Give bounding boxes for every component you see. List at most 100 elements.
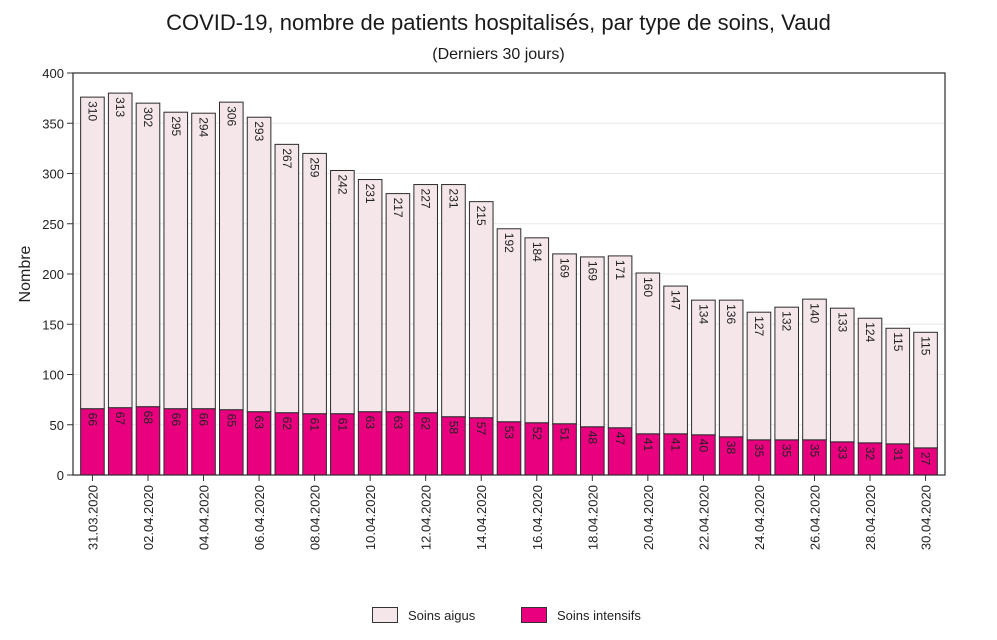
- legend-swatch-soins-intensifs: [521, 607, 547, 623]
- y-tick-label: 50: [50, 418, 64, 433]
- data-label-soins-intensifs: 61: [335, 418, 349, 432]
- legend: Soins aigus Soins intensifs: [0, 607, 997, 631]
- data-label-soins-aigus: 306: [224, 106, 238, 126]
- data-label-soins-intensifs: 41: [641, 438, 655, 452]
- data-label-soins-aigus: 231: [363, 184, 377, 204]
- bar-soins-aigus: [524, 237, 550, 424]
- bar-soins-aigus: [774, 306, 800, 441]
- data-label-soins-aigus: 313: [113, 97, 127, 117]
- bar-soins-aigus: [829, 307, 855, 443]
- data-label-soins-intensifs: 65: [224, 414, 238, 428]
- data-label-soins-intensifs: 63: [363, 416, 377, 430]
- data-label-soins-aigus: 160: [641, 277, 655, 297]
- legend-label-soins-intensifs: Soins intensifs: [557, 607, 641, 623]
- bar-soins-aigus: [80, 96, 105, 410]
- y-axis-label: Nombre: [17, 245, 34, 302]
- data-label-soins-aigus: 192: [502, 233, 516, 253]
- data-label-soins-aigus: 302: [141, 107, 155, 127]
- data-label-soins-aigus: 169: [585, 261, 599, 281]
- data-label-soins-aigus: 310: [85, 101, 99, 121]
- bar-soins-aigus: [357, 179, 383, 413]
- bar-soins-aigus: [246, 116, 272, 413]
- data-label-soins-aigus: 227: [419, 189, 433, 209]
- legend-item-soins-aigus: Soins aigus: [372, 607, 475, 623]
- y-tick-label: 200: [42, 267, 64, 282]
- data-label-soins-intensifs: 63: [252, 416, 266, 430]
- x-tick-label: 28.04.2020: [863, 485, 878, 550]
- data-label-soins-intensifs: 58: [446, 421, 460, 435]
- data-label-soins-aigus: 133: [835, 312, 849, 332]
- data-label-soins-intensifs: 27: [919, 452, 933, 466]
- data-label-soins-aigus: 115: [891, 332, 905, 351]
- x-tick-label: 04.04.2020: [197, 485, 212, 550]
- bar-soins-aigus: [302, 152, 327, 415]
- data-label-soins-intensifs: 35: [752, 444, 766, 458]
- bar-soins-aigus: [607, 255, 633, 429]
- y-tick-label: 250: [42, 217, 64, 232]
- data-label-soins-aigus: 295: [169, 116, 183, 136]
- bar-soins-aigus: [330, 169, 355, 415]
- x-tick-label: 20.04.2020: [641, 485, 656, 550]
- x-tick-label: 22.04.2020: [696, 485, 711, 550]
- data-label-soins-intensifs: 66: [85, 413, 99, 427]
- data-label-soins-intensifs: 68: [141, 411, 155, 425]
- bar-soins-aigus: [885, 327, 911, 445]
- bar-soins-aigus: [635, 272, 661, 435]
- data-label-soins-aigus: 169: [558, 258, 572, 278]
- data-label-soins-intensifs: 32: [863, 447, 877, 461]
- data-label-soins-aigus: 134: [696, 304, 710, 324]
- data-label-soins-aigus: 127: [752, 316, 766, 336]
- data-label-soins-aigus: 217: [391, 198, 405, 218]
- x-tick-label: 24.04.2020: [752, 485, 767, 550]
- data-label-soins-intensifs: 33: [835, 446, 849, 460]
- data-label-soins-intensifs: 41: [669, 438, 683, 452]
- data-label-soins-aigus: 267: [280, 148, 294, 168]
- bar-soins-aigus: [413, 184, 438, 414]
- y-tick-label: 100: [42, 368, 64, 383]
- bar-soins-aigus: [552, 253, 577, 425]
- data-label-soins-aigus: 124: [863, 322, 877, 342]
- data-label-soins-intensifs: 62: [280, 417, 294, 431]
- bar-soins-aigus: [746, 311, 772, 441]
- bar-soins-aigus: [135, 102, 161, 408]
- data-label-soins-intensifs: 31: [891, 448, 905, 462]
- y-tick-label: 300: [42, 167, 64, 182]
- data-label-soins-aigus: 140: [807, 303, 821, 323]
- data-label-soins-aigus: 294: [197, 117, 211, 137]
- legend-label-soins-aigus: Soins aigus: [408, 607, 476, 623]
- data-label-soins-aigus: 242: [335, 174, 349, 194]
- data-label-soins-aigus: 231: [446, 189, 460, 209]
- chart-subtitle: (Derniers 30 jours): [432, 46, 565, 63]
- x-tick-label: 16.04.2020: [530, 485, 545, 550]
- data-label-soins-intensifs: 67: [113, 412, 127, 426]
- data-label-soins-intensifs: 47: [613, 432, 627, 446]
- y-tick-label: 0: [57, 468, 64, 483]
- data-label-soins-aigus: 215: [474, 206, 488, 226]
- x-tick-label: 30.04.2020: [919, 485, 934, 550]
- data-label-soins-aigus: 115: [919, 336, 933, 355]
- bar-soins-aigus: [385, 193, 411, 413]
- x-tick-label: 10.04.2020: [363, 485, 378, 550]
- bar-soins-aigus: [107, 92, 133, 409]
- data-label-soins-intensifs: 38: [724, 441, 738, 455]
- data-label-soins-intensifs: 52: [530, 427, 544, 441]
- bar-soins-aigus: [580, 256, 605, 428]
- data-label-soins-aigus: 293: [252, 121, 266, 141]
- x-tick-label: 12.04.2020: [419, 485, 434, 550]
- x-tick-label: 31.03.2020: [85, 485, 100, 550]
- bar-soins-aigus: [663, 285, 688, 435]
- x-tick-label: 08.04.2020: [308, 485, 323, 550]
- data-label-soins-intensifs: 63: [391, 416, 405, 430]
- bar-soins-aigus: [218, 101, 244, 411]
- data-label-soins-intensifs: 61: [308, 418, 322, 432]
- bar-soins-aigus: [191, 112, 216, 410]
- x-tick-label: 26.04.2020: [807, 485, 822, 550]
- bar-soins-aigus: [496, 228, 522, 423]
- data-label-soins-intensifs: 66: [197, 413, 211, 427]
- data-label-soins-aigus: 136: [724, 304, 738, 324]
- bar-soins-aigus: [802, 298, 827, 441]
- bar-soins-aigus: [857, 317, 883, 444]
- data-label-soins-aigus: 184: [530, 242, 544, 262]
- x-tick-label: 14.04.2020: [474, 485, 489, 550]
- legend-item-soins-intensifs: Soins intensifs: [521, 607, 641, 623]
